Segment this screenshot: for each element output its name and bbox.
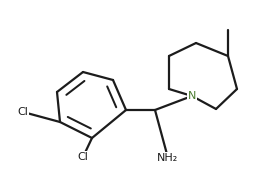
Text: NH₂: NH₂ xyxy=(157,153,179,163)
Text: Cl: Cl xyxy=(18,107,28,117)
Text: Cl: Cl xyxy=(77,152,88,162)
Text: N: N xyxy=(188,91,196,101)
